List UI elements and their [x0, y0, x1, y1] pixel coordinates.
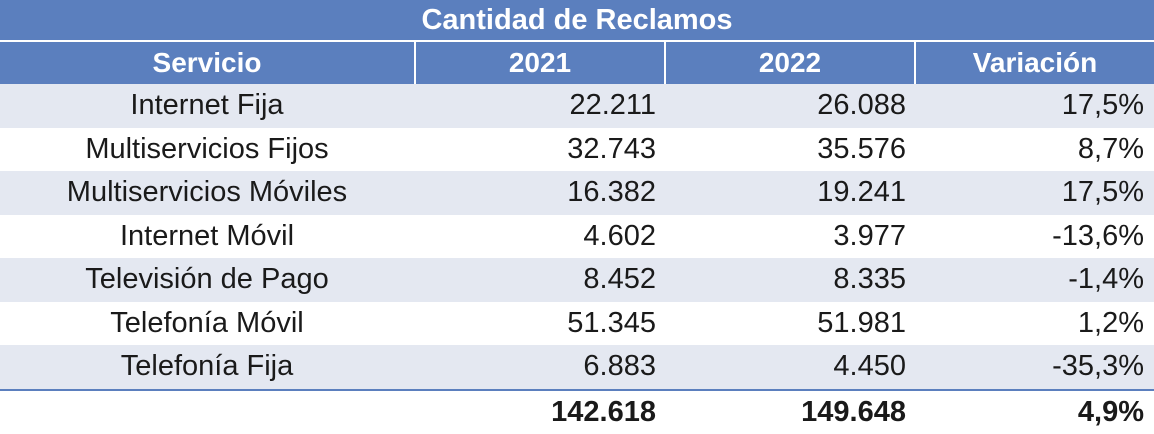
cell-servicio: Televisión de Pago [0, 258, 414, 302]
header-servicio: Servicio [0, 42, 414, 84]
cell-variacion: 1,2% [914, 302, 1154, 346]
table-title: Cantidad de Reclamos [0, 0, 1154, 42]
cell-2021: 6.883 [414, 345, 664, 389]
cell-variacion: -35,3% [914, 345, 1154, 389]
cell-2021: 8.452 [414, 258, 664, 302]
cell-servicio: Telefonía Móvil [0, 302, 414, 346]
cell-variacion: 17,5% [914, 84, 1154, 128]
cell-variacion: 8,7% [914, 128, 1154, 172]
cell-2022: 35.576 [664, 128, 914, 172]
cell-2022: 4.450 [664, 345, 914, 389]
total-label [0, 391, 414, 434]
cell-servicio: Internet Móvil [0, 215, 414, 259]
table-row: Telefonía Fija 6.883 4.450 -35,3% [0, 345, 1154, 389]
cell-2021: 4.602 [414, 215, 664, 259]
cell-variacion: -1,4% [914, 258, 1154, 302]
header-row: Servicio 2021 2022 Variación [0, 42, 1154, 84]
header-2022: 2022 [664, 42, 914, 84]
table-row: Televisión de Pago 8.452 8.335 -1,4% [0, 258, 1154, 302]
cell-2021: 16.382 [414, 171, 664, 215]
cell-2021: 22.211 [414, 84, 664, 128]
total-row: 142.618 149.648 4,9% [0, 389, 1154, 434]
table-row: Internet Móvil 4.602 3.977 -13,6% [0, 215, 1154, 259]
cell-2022: 19.241 [664, 171, 914, 215]
total-2022: 149.648 [664, 391, 914, 434]
total-variacion: 4,9% [914, 391, 1154, 434]
cell-variacion: 17,5% [914, 171, 1154, 215]
cell-2022: 8.335 [664, 258, 914, 302]
table-row: Multiservicios Fijos 32.743 35.576 8,7% [0, 128, 1154, 172]
cell-servicio: Internet Fija [0, 84, 414, 128]
cell-2022: 26.088 [664, 84, 914, 128]
cell-servicio: Telefonía Fija [0, 345, 414, 389]
total-2021: 142.618 [414, 391, 664, 434]
cell-servicio: Multiservicios Móviles [0, 171, 414, 215]
table-row: Telefonía Móvil 51.345 51.981 1,2% [0, 302, 1154, 346]
table-row: Internet Fija 22.211 26.088 17,5% [0, 84, 1154, 128]
cell-servicio: Multiservicios Fijos [0, 128, 414, 172]
cell-2022: 3.977 [664, 215, 914, 259]
cell-2021: 51.345 [414, 302, 664, 346]
cell-2022: 51.981 [664, 302, 914, 346]
cell-2021: 32.743 [414, 128, 664, 172]
table-row: Multiservicios Móviles 16.382 19.241 17,… [0, 171, 1154, 215]
header-variacion: Variación [914, 42, 1154, 84]
header-2021: 2021 [414, 42, 664, 84]
cell-variacion: -13,6% [914, 215, 1154, 259]
